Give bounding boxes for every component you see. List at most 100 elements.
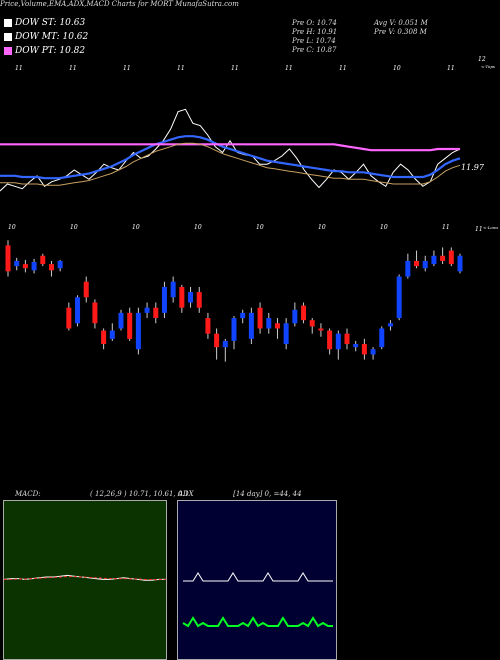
macd-values: ( 12,26,9 ) 10.71, 10.61, 0.1 [90,490,189,498]
legend-label-mt: DOW MT: 10.62 [15,32,89,42]
top-tick-label: 10 [393,65,401,72]
prev-volume: Pre V: 0.308 M [374,28,427,36]
candle-body [301,305,307,321]
candle-body [144,307,150,313]
chart-title: Price,Volume,EMA,ADX,MACD Charts for MOR… [0,0,239,8]
candle-body [92,302,98,324]
legend-swatch-mt [4,33,12,41]
candle-body [379,328,385,348]
candle-body [440,255,446,261]
legend-dow-st: DOW ST: 10.63 [4,18,85,28]
bottom-tick-label: 10 [8,224,16,231]
lows-value-label: 11 [475,226,483,233]
candle-body [101,330,107,345]
series-line-ema-mid [0,142,461,186]
candle-body [222,340,228,348]
bottom-tick-label: 10 [318,224,326,231]
ohlc-open: Pre O: 10.74 [292,19,337,27]
candle-body [57,260,63,269]
top-tick-label: 11 [285,65,293,72]
candle-body [109,330,115,339]
candle-body [118,312,124,329]
candle-body [457,255,463,272]
top-tick-label: 11 [231,65,239,72]
ohlc-high: Pre H: 10.91 [292,28,338,36]
adx-label: ADX [178,490,194,498]
candle-body [422,260,428,269]
series-line-plus-di [182,616,333,628]
top-tick-label: 11 [339,65,347,72]
candle-body [414,260,420,267]
candle-body [48,264,54,271]
top-tick-label: 11 [69,65,77,72]
avg-volume: Avg V: 0.051 M [374,19,428,27]
candle-body [40,255,46,265]
candle-body [266,318,272,329]
ohlc-low: Pre L: 10.74 [292,37,336,45]
candle-body [431,255,437,265]
candle-body [387,323,393,327]
candle-body [344,333,350,345]
bottom-tick-label: 10 [194,224,202,231]
series-line-adx [183,572,333,582]
top-tick-label: 11 [177,65,185,72]
candle-body [396,276,402,319]
price-chart: 11 11 11 11 11 11 11 10 11 10 10 10 10 10 10 10 11 12<-To… [0,56,498,362]
candle-body [274,323,280,329]
candle-body [318,328,324,331]
bottom-tick-label: 10 [70,224,78,231]
ohlc-close: Pre C: 10.87 [292,46,337,54]
candle-body [127,312,133,339]
candle-body [188,292,194,303]
candle-body [214,333,220,348]
candle-body [14,260,20,267]
candle-body [196,292,202,308]
candle-body [361,344,367,355]
candle-body [405,260,411,277]
top-tick-label: 11 [15,65,23,72]
candle-body [205,318,211,334]
macd-header: MACD: ( 12,26,9 ) 10.71, 10.61, 0.1 [15,490,189,498]
candle-body [31,262,37,271]
bottom-tick-label: 10 [132,224,140,231]
tops-value-label: 12 [478,56,486,63]
candle-body [257,307,263,329]
candle-body [231,318,237,341]
candle-body [240,312,246,319]
legend-dow-mt: DOW MT: 10.62 [4,32,88,42]
top-tick-label: 11 [123,65,131,72]
candle-body [335,333,341,350]
candle-body [353,344,359,348]
candle-body [66,307,72,329]
adx-chart [177,500,337,660]
macd-chart [3,500,167,660]
legend-swatch-pt [4,47,12,55]
legend-swatch-st [4,19,12,27]
candle-body [327,330,333,350]
adx-values: [14 day] 0, =44, 44 [233,490,302,498]
candle-body [370,349,376,355]
candle-body [75,297,81,324]
bottom-tick-label: 10 [380,224,388,231]
candle-body [135,312,141,350]
candle-body [5,245,11,272]
candle-body [179,286,185,308]
legend-label-pt: DOW PT: 10.82 [15,46,86,56]
top-tick-label: 11 [447,65,455,72]
series-line-signal [4,576,166,581]
series-line-ema-fast [0,135,461,180]
candle-body [309,320,315,327]
tops-caption: <-Tops [481,64,495,69]
macd-label: MACD: [15,490,41,498]
bottom-tick-label: 11 [442,224,450,231]
candle-body [170,281,176,298]
price-value-label: 11.97 [461,163,485,172]
legend-dow-pt: DOW PT: 10.82 [4,46,85,56]
bottom-tick-label: 10 [256,224,264,231]
series-line-close [0,108,461,192]
candle-body [22,264,28,269]
adx-header: ADX [14 day] 0, =44, 44 [178,490,302,498]
candle-body [248,312,254,339]
candle-body [161,286,167,313]
lows-caption: <-Lows [483,225,498,230]
